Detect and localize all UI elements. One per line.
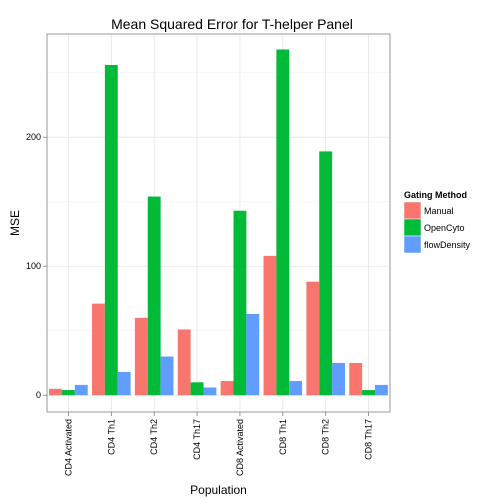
bar bbox=[104, 64, 118, 396]
bar bbox=[177, 329, 191, 396]
legend-key bbox=[403, 218, 422, 237]
y-tick-label: 100 bbox=[26, 261, 41, 271]
x-tick-label: CD4 Th1 bbox=[106, 419, 116, 455]
bar bbox=[117, 372, 131, 396]
legend-label: flowDensity bbox=[424, 240, 471, 250]
legend-key bbox=[403, 201, 422, 220]
x-axis: CD4 Activated CD4 Th1 CD4 Th2 CD4 Th17 CD8 A… bbox=[63, 412, 374, 476]
legend-title: Gating Method bbox=[404, 190, 467, 200]
bar bbox=[147, 196, 161, 396]
bar bbox=[276, 49, 290, 396]
bar bbox=[62, 390, 75, 396]
bar bbox=[263, 255, 277, 396]
bar bbox=[332, 362, 345, 396]
x-tick-label: CD8 Th2 bbox=[321, 419, 331, 455]
legend-label: OpenCyto bbox=[424, 223, 465, 233]
bar bbox=[233, 210, 247, 396]
x-tick-label: CD8 Activated bbox=[235, 419, 245, 476]
bar bbox=[362, 390, 375, 396]
bar bbox=[289, 381, 303, 396]
x-tick-label: CD4 Activated bbox=[63, 419, 73, 476]
bar bbox=[92, 303, 105, 396]
bar bbox=[306, 281, 320, 396]
legend-key bbox=[403, 235, 422, 254]
bar bbox=[246, 313, 260, 396]
y-tick-label: 200 bbox=[26, 132, 41, 142]
y-tick-label: 0 bbox=[36, 390, 41, 400]
x-tick-label: CD4 Th2 bbox=[149, 419, 159, 455]
bar bbox=[190, 382, 204, 396]
panel-border bbox=[46, 33, 391, 413]
bar bbox=[220, 381, 234, 396]
bars bbox=[49, 49, 388, 396]
x-tick-label: CD8 Th17 bbox=[364, 419, 374, 460]
x-axis-title: Population bbox=[190, 483, 247, 497]
bar bbox=[374, 384, 388, 396]
bar bbox=[134, 317, 148, 396]
y-axis: 0 100 200 bbox=[26, 132, 47, 400]
bar bbox=[49, 388, 63, 396]
chart-title: Mean Squared Error for T-helper Panel bbox=[111, 16, 353, 32]
plot-panel bbox=[46, 33, 391, 413]
bar bbox=[203, 387, 217, 396]
bar bbox=[74, 384, 88, 396]
legend: Gating Method Manual OpenCyto flowDensity bbox=[403, 190, 471, 254]
x-tick-label: CD8 Th1 bbox=[278, 419, 288, 455]
x-tick-label: CD4 Th17 bbox=[192, 419, 202, 460]
bar bbox=[160, 356, 174, 396]
bar bbox=[319, 151, 333, 396]
y-axis-title: MSE bbox=[8, 210, 22, 236]
bar bbox=[349, 362, 363, 396]
legend-label: Manual bbox=[424, 206, 454, 216]
